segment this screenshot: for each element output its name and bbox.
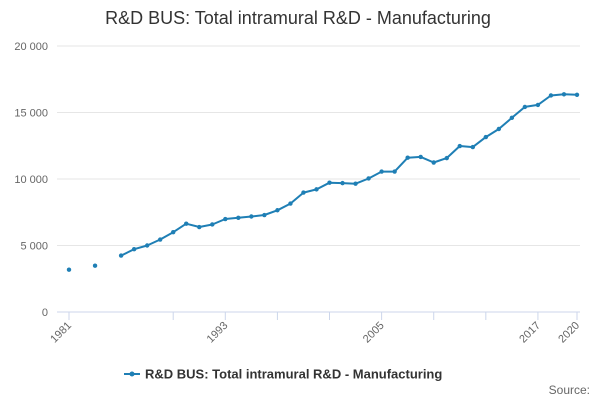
data-point[interactable] xyxy=(379,169,384,174)
x-tick-label: 2005 xyxy=(361,320,387,346)
legend-swatch-marker xyxy=(129,371,135,377)
data-point[interactable] xyxy=(275,208,280,213)
data-point[interactable] xyxy=(340,180,345,186)
chart-title: R&D BUS: Total intramural R&D - Manufact… xyxy=(105,8,491,28)
data-point[interactable] xyxy=(262,212,267,218)
data-point[interactable] xyxy=(561,92,567,97)
data-point[interactable] xyxy=(366,176,371,181)
data-point[interactable] xyxy=(184,221,189,226)
data-point[interactable] xyxy=(144,243,150,248)
data-point[interactable] xyxy=(197,224,202,230)
data-point[interactable] xyxy=(288,201,293,206)
data-point[interactable] xyxy=(327,180,332,185)
x-axis: 1981 1993 2005 2017 2020 xyxy=(48,311,582,346)
y-tick-label: 5 000 xyxy=(20,241,48,253)
data-point[interactable] xyxy=(92,263,98,268)
data-series xyxy=(66,92,580,272)
data-point[interactable] xyxy=(118,253,124,258)
data-point[interactable] xyxy=(157,237,163,242)
source-credit: Source: xyxy=(549,383,590,397)
x-tick-label: 1993 xyxy=(205,320,231,346)
data-point[interactable] xyxy=(509,115,515,121)
data-point[interactable] xyxy=(314,187,319,192)
data-point[interactable] xyxy=(483,134,489,140)
data-point[interactable] xyxy=(418,154,423,160)
data-point[interactable] xyxy=(392,169,397,174)
data-point[interactable] xyxy=(444,155,449,161)
y-tick-label: 20 000 xyxy=(14,41,48,53)
y-tick-label: 10 000 xyxy=(14,174,48,186)
data-point[interactable] xyxy=(548,93,554,98)
data-point[interactable] xyxy=(223,216,228,222)
data-point[interactable] xyxy=(301,190,306,195)
y-tick-label: 15 000 xyxy=(14,108,48,120)
data-point[interactable] xyxy=(431,160,436,165)
data-point[interactable] xyxy=(236,215,241,221)
data-point[interactable] xyxy=(171,230,176,235)
data-point[interactable] xyxy=(574,92,580,98)
data-point[interactable] xyxy=(353,181,358,186)
data-point[interactable] xyxy=(535,102,541,108)
x-tick-label: 1981 xyxy=(48,320,74,346)
y-tick-label: 0 xyxy=(42,307,48,319)
data-point[interactable] xyxy=(249,214,254,219)
data-point[interactable] xyxy=(66,267,72,272)
data-point[interactable] xyxy=(210,222,215,227)
y-axis: 0 5 000 10 000 15 000 20 000 xyxy=(14,41,48,319)
data-point[interactable] xyxy=(470,144,475,150)
data-point[interactable] xyxy=(522,104,528,110)
x-tick-label: 2017 xyxy=(517,320,543,346)
series-line xyxy=(120,93,578,257)
legend[interactable]: R&D BUS: Total intramural R&D - Manufact… xyxy=(124,367,442,382)
legend-label[interactable]: R&D BUS: Total intramural R&D - Manufact… xyxy=(145,367,442,382)
x-tick-label: 2020 xyxy=(556,320,582,346)
data-point[interactable] xyxy=(496,126,502,132)
grid-lines xyxy=(57,45,580,246)
data-point[interactable] xyxy=(405,155,410,160)
data-point[interactable] xyxy=(131,247,137,252)
data-point[interactable] xyxy=(457,143,462,149)
